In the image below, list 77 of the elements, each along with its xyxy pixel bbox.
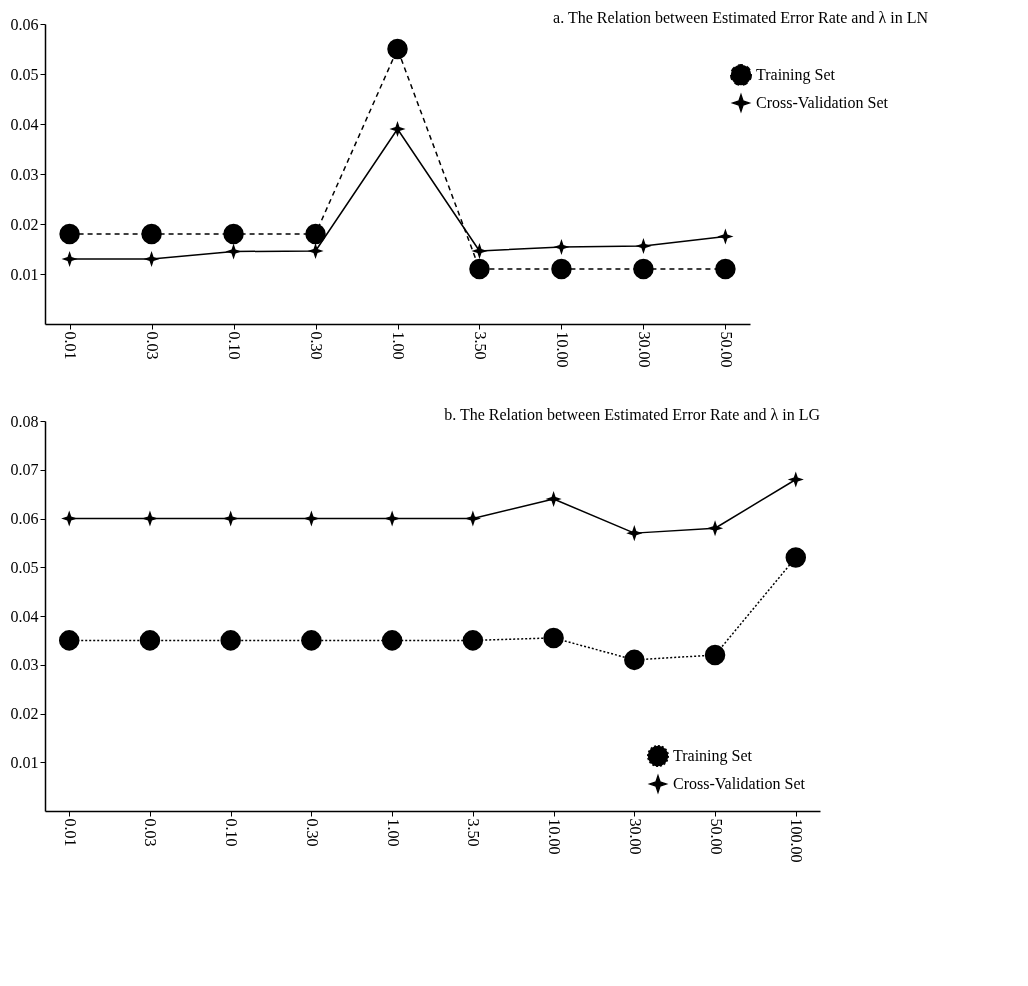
point xyxy=(223,223,244,245)
legend-label: Training Set xyxy=(673,747,753,765)
x-tick-label: 50.00 xyxy=(717,331,735,368)
point xyxy=(553,238,570,256)
point xyxy=(462,630,484,651)
x-tick-label: 3.50 xyxy=(465,818,483,847)
point xyxy=(787,471,804,488)
y-tick-label: 0.03 xyxy=(10,165,39,183)
point xyxy=(543,627,564,649)
point xyxy=(61,510,78,527)
y-tick-label: 0.06 xyxy=(10,510,39,527)
point xyxy=(222,510,239,527)
point xyxy=(141,223,162,245)
point xyxy=(624,649,645,671)
point xyxy=(303,510,320,527)
x-tick-label: 1.00 xyxy=(384,818,402,847)
x-tick-label: 30.00 xyxy=(626,818,644,855)
chart-title: a. The Relation between Estimated Error Rate and λ in LN xyxy=(553,9,929,26)
point xyxy=(471,242,488,260)
point xyxy=(626,525,643,542)
point xyxy=(635,237,652,255)
x-tick-label: 100.00 xyxy=(788,818,806,863)
legend-label: Cross-Validation Set xyxy=(756,94,889,111)
y-tick-label: 0.04 xyxy=(10,115,39,133)
legend-label: Training Set xyxy=(756,66,836,84)
point xyxy=(58,630,80,651)
point xyxy=(469,258,490,280)
point xyxy=(61,250,78,268)
y-tick-label: 0.02 xyxy=(10,705,39,722)
y-tick-label: 0.01 xyxy=(10,753,39,771)
x-tick-label: 0.10 xyxy=(223,818,241,847)
x-tick-label: 0.03 xyxy=(144,331,162,360)
chart-title: b. The Relation between Estimated Error Rate and λ in LG xyxy=(444,406,821,423)
x-tick-label: 0.30 xyxy=(303,818,321,847)
x-tick-label: 10.00 xyxy=(546,818,564,855)
y-tick-label: 0.05 xyxy=(10,558,39,576)
point xyxy=(307,242,324,260)
y-tick-label: 0.08 xyxy=(10,412,39,430)
x-tick-label: 0.30 xyxy=(308,331,326,360)
point xyxy=(141,510,159,527)
x-tick-label: 50.00 xyxy=(707,818,725,855)
point xyxy=(717,228,734,245)
point xyxy=(785,547,807,568)
point xyxy=(551,258,572,280)
point xyxy=(464,510,481,527)
x-tick-label: 1.00 xyxy=(390,331,407,360)
point xyxy=(715,258,736,280)
x-tick-label: 0.01 xyxy=(62,331,80,360)
point xyxy=(139,630,161,651)
point xyxy=(220,630,241,651)
point xyxy=(381,630,403,651)
point xyxy=(143,250,160,268)
x-tick-label: 0.10 xyxy=(226,331,244,360)
point xyxy=(387,38,408,60)
legend-label: Cross-Validation Set xyxy=(673,775,806,792)
point xyxy=(305,223,326,245)
x-tick-label: 0.01 xyxy=(61,818,79,847)
y-tick-label: 0.05 xyxy=(10,65,39,83)
point xyxy=(704,644,726,666)
y-tick-label: 0.06 xyxy=(10,15,39,33)
x-tick-label: 0.03 xyxy=(142,818,160,847)
y-tick-label: 0.07 xyxy=(10,461,39,479)
x-tick-label: 10.00 xyxy=(553,331,571,368)
point xyxy=(389,120,406,138)
point xyxy=(384,510,401,527)
y-tick-label: 0.04 xyxy=(10,607,39,625)
y-tick-label: 0.01 xyxy=(10,265,39,283)
point xyxy=(225,243,242,260)
point xyxy=(301,630,322,651)
y-tick-label: 0.02 xyxy=(10,215,39,233)
x-tick-label: 3.50 xyxy=(471,331,489,360)
x-tick-label: 30.00 xyxy=(635,331,653,368)
y-tick-label: 0.03 xyxy=(10,656,39,674)
point xyxy=(706,520,724,537)
point xyxy=(545,490,562,508)
point xyxy=(59,223,80,245)
point xyxy=(633,258,654,280)
